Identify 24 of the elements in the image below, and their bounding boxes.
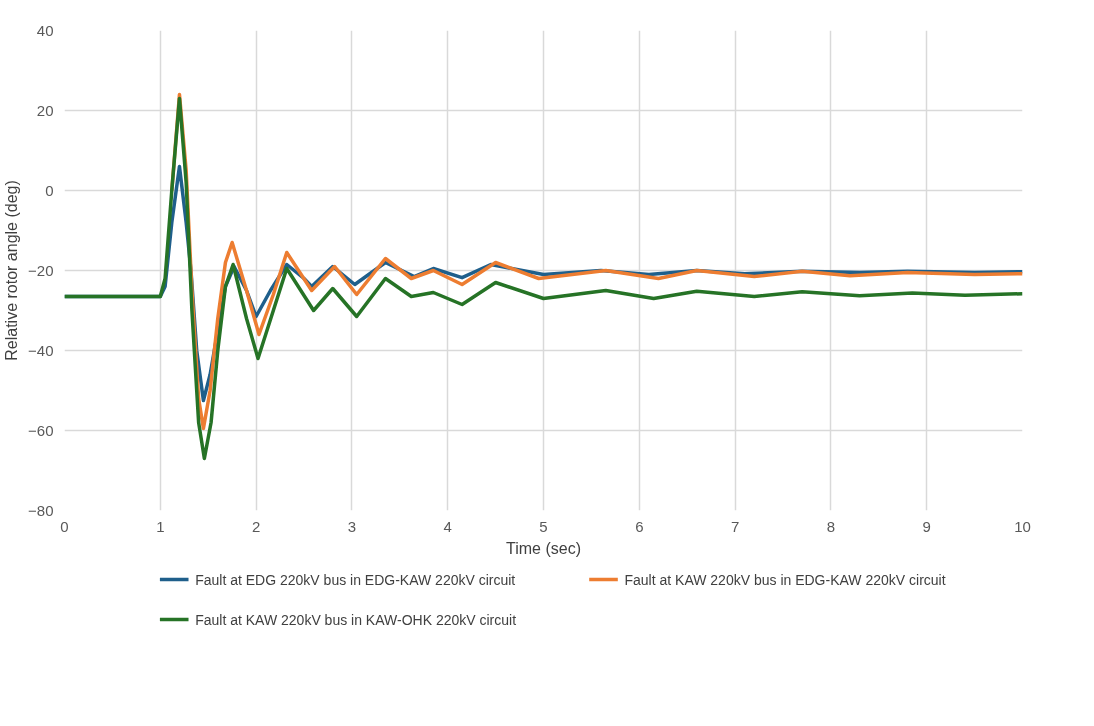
- y-tick-label: −20: [28, 261, 54, 279]
- x-tick-label: 0: [60, 517, 69, 535]
- legend-label: Fault at EDG 220kV bus in EDG-KAW 220kV circuit: [195, 571, 516, 588]
- x-tick-label: 7: [730, 517, 740, 535]
- y-axis-title: Relative rotor angle (deg): [3, 180, 21, 361]
- y-tick-label: −40: [28, 341, 54, 359]
- legend-label: Fault at KAW 220kV bus in KAW-OHK 220kV circuit: [195, 611, 517, 628]
- y-tick-label: 40: [36, 21, 54, 39]
- x-tick-label: 5: [539, 517, 548, 535]
- x-tick-label: 6: [635, 517, 644, 535]
- x-tick-label: 9: [922, 517, 931, 535]
- y-tick-label: 0: [45, 181, 54, 199]
- line-series: [64, 96, 1023, 461]
- x-tick-label: 2: [251, 517, 261, 535]
- x-tick-label: 8: [826, 517, 836, 535]
- x-tick-label: 1: [156, 517, 165, 535]
- x-tick-label: 3: [347, 517, 357, 535]
- y-tick-label: −60: [28, 421, 54, 439]
- y-tick-label: 20: [36, 101, 54, 119]
- x-tick-label: 10: [1014, 517, 1031, 535]
- x-axis-title: Time (sec): [506, 539, 581, 557]
- legend-label: Fault at KAW 220kV bus in EDG-KAW 220kV circuit: [624, 571, 946, 588]
- x-tick-label: 4: [443, 517, 452, 535]
- y-tick-label: −80: [28, 501, 54, 519]
